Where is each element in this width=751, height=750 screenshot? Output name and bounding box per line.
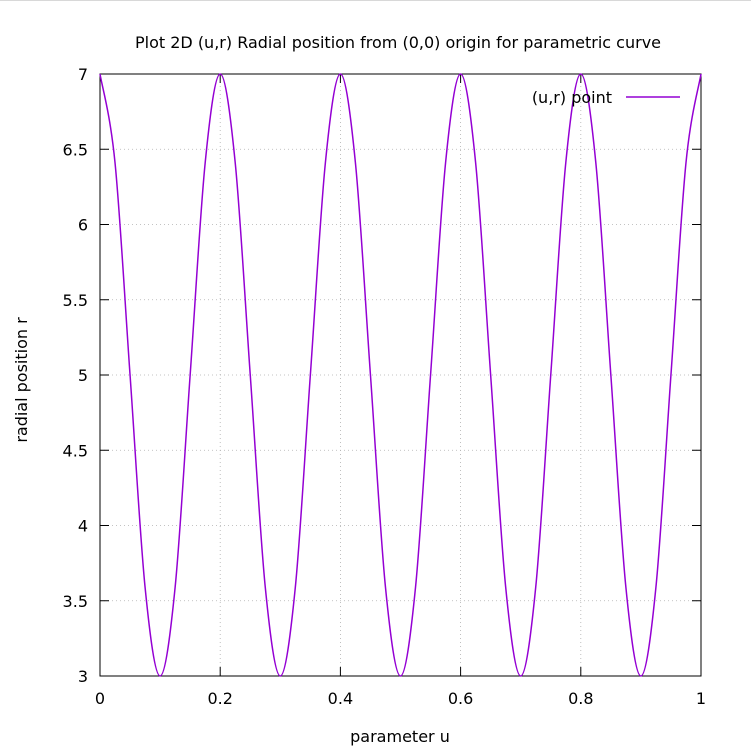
y-tick-label: 3 (78, 667, 88, 686)
x-tick-label: 1 (696, 689, 706, 708)
y-tick-label: 4 (78, 517, 88, 536)
x-tick-label: 0 (95, 689, 105, 708)
y-axis-tick-labels: 3 3.5 4 4.5 5 5.5 6 6.5 7 (63, 65, 88, 686)
series-line-0 (99, 73, 702, 677)
y-tick-label: 6.5 (63, 140, 88, 159)
y-tick-label: 6 (78, 216, 88, 235)
y-tick-label: 5 (78, 366, 88, 385)
y-tick-label: 5.5 (63, 291, 88, 310)
x-tick-label: 0.8 (568, 689, 593, 708)
x-axis-tick-labels: 0 0.2 0.4 0.6 0.8 1 (95, 689, 706, 708)
legend-label: (u,r) point (532, 88, 612, 107)
x-axis-label: parameter u (350, 727, 450, 746)
y-tick-label: 4.5 (63, 441, 88, 460)
series-layer (99, 73, 702, 677)
x-tick-label: 0.2 (207, 689, 232, 708)
legend: (u,r) point (532, 88, 680, 107)
y-tick-label: 7 (78, 65, 88, 84)
x-tick-label: 0.4 (328, 689, 353, 708)
y-axis-label: radial position r (12, 317, 31, 443)
y-tick-label: 3.5 (63, 592, 88, 611)
grid-lines (100, 74, 701, 676)
x-tick-label: 0.6 (448, 689, 473, 708)
chart-title: Plot 2D (u,r) Radial position from (0,0)… (135, 33, 661, 52)
